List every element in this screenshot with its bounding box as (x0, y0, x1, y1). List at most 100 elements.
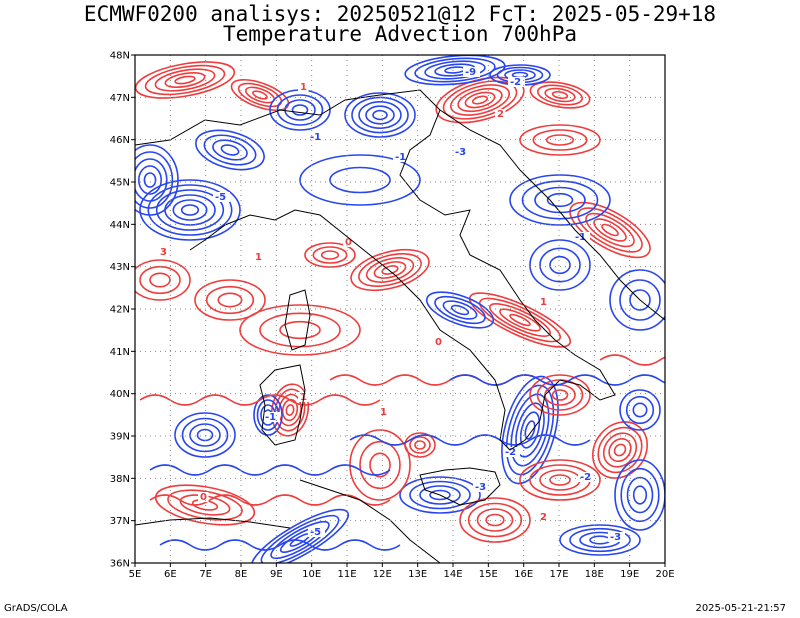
lon-label: 19E (620, 569, 639, 580)
background-contour (449, 374, 665, 386)
latitude-labels: 48N 47N 46N 45N 44N 43N 42N 41N 40N 39N 38N 37N 36N (110, 51, 135, 570)
contour-label: 2 (538, 512, 549, 523)
contour-label: -1 (573, 232, 590, 243)
map-subtitle: Temperature Advection 700hPa (222, 22, 577, 46)
lon-label: 17E (549, 569, 568, 580)
cold-advection-contour (253, 394, 283, 436)
background-contour (149, 494, 391, 506)
lon-label: 14E (443, 569, 462, 580)
warm-advection-contour (457, 87, 503, 113)
contour-label: -1 (308, 132, 325, 143)
svg-text:1: 1 (380, 407, 387, 418)
warm-advection-contour (154, 68, 216, 92)
warm-advection-contour (359, 440, 401, 490)
cold-advection-contour (270, 520, 330, 560)
contour-label: 1 (253, 252, 264, 263)
cold-advection-contour (138, 165, 163, 195)
background-contour (159, 539, 401, 551)
warm-advection-contour (569, 201, 651, 259)
svg-text:-3: -3 (455, 147, 466, 158)
coastline (134, 89, 616, 451)
contour-label: 0 (343, 237, 354, 248)
contour-label: 0 (198, 492, 209, 503)
coastline (299, 479, 441, 564)
warm-advection-contour (585, 212, 635, 248)
background-contour (149, 464, 391, 476)
cold-advection-contour (404, 55, 506, 86)
lat-label: 44N (110, 220, 130, 231)
warm-advection-contour (485, 513, 505, 527)
software-credit: GrADS/COLA (4, 603, 68, 614)
cold-advection-contour (220, 144, 240, 156)
contour-label: -1 (263, 412, 280, 423)
lat-label: 43N (110, 262, 130, 273)
timestamp: 2025-05-21-21:57 (695, 603, 786, 614)
cold-advection-contour (351, 96, 409, 134)
lat-label: 39N (110, 432, 130, 443)
cold-advection-contour (519, 411, 541, 449)
longitude-labels: 5E 6E 7E 8E 9E 10E 11E 12E 13E 14E 15E 16E 17E 18E 19E… (129, 563, 675, 580)
warm-advection-contour (174, 75, 196, 85)
svg-text:3: 3 (160, 247, 167, 258)
map-title: ECMWF0200 analisys: 20250521@12 FcT: 202… (83, 2, 717, 26)
coastline (419, 467, 501, 506)
warm-advection-contour (539, 469, 581, 491)
lon-label: 11E (337, 569, 356, 580)
warm-advection-contour (252, 90, 268, 100)
lon-label: 20E (655, 569, 674, 580)
warm-advection-contour (450, 84, 510, 116)
contour-label: 3 (158, 247, 169, 258)
lon-label: 7E (199, 569, 212, 580)
cold-advection-contour (203, 134, 257, 166)
warm-advection-contour (601, 223, 619, 237)
cold-advection-contour (419, 485, 461, 505)
svg-text:0: 0 (200, 492, 207, 503)
warm-advection-contour (135, 61, 236, 99)
lon-label: 16E (514, 569, 533, 580)
warm-advection-contour (464, 91, 496, 109)
warm-advection-contour (471, 95, 489, 105)
lon-label: 12E (373, 569, 392, 580)
cold-advection-contour (155, 189, 225, 231)
cold-advection-contour (509, 174, 611, 226)
warm-advection-contour (312, 246, 348, 264)
svg-text:0: 0 (345, 237, 352, 248)
coastline (259, 364, 306, 446)
contour-label: -5 (308, 527, 325, 538)
cold-advection-contour (425, 291, 495, 329)
cold-advection-contour (189, 423, 221, 447)
cold-advection-contour (450, 304, 470, 316)
cold-advection-contour (620, 467, 660, 523)
warm-advection-contour (205, 285, 255, 315)
warm-advection-contour (602, 432, 638, 468)
background-contour (349, 434, 591, 446)
warm-advection-contour (237, 82, 283, 108)
warm-advection-contour (409, 436, 431, 454)
warm-advection-contour (468, 292, 572, 348)
cold-advection-contour (291, 104, 309, 116)
cold-advection-contour (424, 60, 486, 80)
cold-advection-contour (147, 184, 233, 236)
warm-advection-contour (529, 81, 591, 109)
coastline (284, 289, 311, 351)
warm-advection-contour (476, 508, 514, 532)
warm-advection-contour (194, 279, 266, 321)
cold-advection-contour (414, 57, 496, 83)
contour-label: 1 (298, 82, 309, 93)
lat-label: 46N (110, 135, 130, 146)
warm-advection-contour (135, 259, 191, 301)
warm-advection-contour (230, 78, 290, 112)
warm-advection-contour (509, 313, 531, 327)
cold-advection-contour (358, 101, 402, 130)
cold-advection-contour (549, 255, 571, 275)
lat-label: 45N (110, 178, 130, 189)
cold-advection-contour (515, 402, 545, 458)
warm-advection-contour (281, 398, 299, 422)
lat-label: 47N (110, 93, 130, 104)
cold-advection-contour (442, 300, 478, 320)
cold-advection-contour (135, 158, 168, 202)
warm-advection-contour (499, 308, 541, 332)
warm-advection-contour (381, 265, 399, 275)
cold-advection-contour (609, 269, 665, 331)
